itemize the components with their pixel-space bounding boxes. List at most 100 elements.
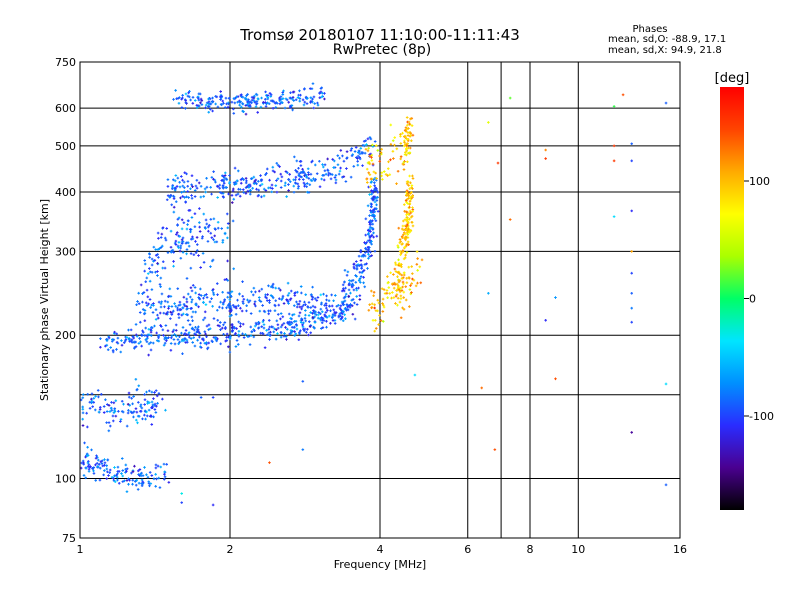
isolated-point (612, 159, 616, 163)
x-mode-point (368, 154, 372, 158)
o-mode-point (194, 291, 197, 295)
o-mode-point (348, 282, 351, 285)
colorbar-tick-label: 100 (749, 175, 770, 188)
isolated-point (612, 144, 616, 148)
o-mode-point (222, 181, 226, 185)
o-mode-point (268, 338, 271, 341)
o-mode-point (359, 263, 363, 266)
o-mode-point (343, 280, 346, 284)
o-mode-point (242, 188, 245, 191)
o-mode-point (113, 474, 117, 478)
o-mode-point (356, 160, 359, 163)
x-mode-point (404, 285, 408, 288)
o-mode-point (219, 328, 222, 331)
o-mode-point (279, 325, 283, 329)
o-mode-point (104, 398, 107, 401)
o-mode-point (264, 90, 267, 94)
o-mode-point (81, 405, 85, 409)
o-mode-point (81, 417, 84, 421)
o-mode-point (148, 270, 152, 274)
o-mode-point (292, 184, 296, 188)
o-mode-point (94, 479, 98, 482)
o-mode-point (345, 274, 349, 277)
o-mode-point (312, 177, 315, 181)
o-mode-point (346, 270, 350, 274)
o-mode-point (341, 154, 344, 158)
o-mode-point (369, 250, 372, 254)
o-mode-point (136, 421, 139, 425)
x-mode-point (393, 136, 397, 139)
o-mode-point (137, 384, 141, 388)
o-mode-point (341, 310, 344, 313)
o-mode-point (373, 217, 376, 220)
o-mode-point (120, 457, 124, 460)
o-mode-point (312, 309, 315, 312)
o-mode-point (221, 241, 225, 244)
x-mode-point (377, 301, 381, 305)
o-mode-point (139, 283, 143, 287)
o-mode-point (228, 96, 231, 100)
o-mode-point (228, 181, 231, 185)
o-mode-point (266, 96, 270, 99)
o-mode-point (170, 305, 174, 308)
o-mode-point (182, 302, 186, 306)
o-mode-point (119, 420, 122, 423)
o-mode-point (275, 328, 278, 331)
o-mode-point (264, 105, 268, 108)
o-mode-point (262, 194, 266, 198)
o-mode-point (248, 343, 252, 346)
x-mode-point (404, 130, 408, 133)
o-mode-point (92, 401, 96, 404)
o-mode-point (342, 159, 346, 163)
o-mode-point (155, 339, 159, 342)
o-mode-point (148, 256, 151, 259)
o-mode-point (271, 165, 275, 169)
o-mode-point (222, 323, 225, 327)
x-mode-point (392, 273, 395, 276)
o-mode-point (287, 101, 290, 104)
isolated-point (301, 380, 305, 383)
o-mode-point (205, 296, 209, 299)
o-mode-point (145, 337, 149, 340)
o-mode-point (129, 328, 133, 332)
x-mode-point (401, 306, 404, 310)
o-mode-point (349, 291, 352, 295)
o-mode-point (216, 318, 220, 322)
o-mode-point (213, 234, 216, 238)
o-mode-point (204, 190, 207, 194)
o-mode-point (358, 278, 361, 282)
o-mode-point (327, 299, 331, 302)
o-mode-point (103, 463, 106, 467)
o-mode-point (279, 186, 283, 189)
o-mode-point (285, 98, 289, 102)
o-mode-point (193, 195, 197, 198)
o-mode-point (233, 183, 236, 186)
o-mode-point (115, 475, 119, 479)
x-mode-point (415, 250, 419, 253)
isolated-point (487, 291, 490, 295)
o-mode-point (301, 98, 305, 102)
o-mode-point (333, 159, 336, 163)
o-mode-point (299, 160, 303, 163)
x-mode-point (402, 219, 405, 223)
o-mode-point (344, 306, 347, 310)
o-mode-point (103, 458, 106, 461)
o-mode-point (281, 93, 285, 96)
o-mode-point (285, 338, 288, 341)
o-mode-point (317, 311, 321, 314)
o-mode-point (136, 414, 140, 418)
o-mode-point (146, 295, 150, 299)
o-mode-point (307, 191, 311, 194)
o-mode-point (224, 186, 228, 189)
o-mode-point (95, 454, 98, 458)
o-mode-point (197, 325, 200, 329)
o-mode-point (276, 177, 280, 181)
x-mode-point (406, 233, 410, 236)
o-mode-point (370, 254, 373, 257)
o-mode-point (287, 189, 290, 192)
o-mode-point (254, 290, 257, 294)
o-mode-point (286, 300, 290, 303)
o-mode-point (116, 470, 120, 473)
o-mode-point (87, 463, 91, 467)
o-mode-point (295, 159, 299, 163)
